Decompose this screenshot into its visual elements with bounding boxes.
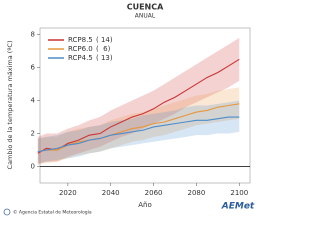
x-tick-label: 2060 [145,189,163,197]
legend-label: RCP8.5 [68,36,93,44]
logo: AEMet [221,202,255,212]
page: {"chart_data": {"type": "line", "title":… [3,2,255,216]
y-axis-label: Cambio de la temperatura máxima (ºC) [6,41,14,170]
series-line [37,58,240,154]
y-tick-label: 6 [31,64,36,72]
footer-icon [3,208,11,216]
x-axis-label: Año [138,201,152,209]
legend-label: RCP4.5 [68,54,93,62]
x-tick-label: 2100 [230,189,248,197]
x-tick-label: 2080 [188,189,206,197]
band [37,87,240,164]
y-tick-label: 4 [31,97,36,105]
y-tick-label: 8 [31,31,35,39]
y-tick-label: 2 [31,130,35,138]
band [37,100,240,164]
legend-label: RCP6.0 [68,45,93,53]
y-tick-label: 0 [31,163,35,171]
legend-count: ( 14) [96,36,113,44]
plot-frame [39,27,251,184]
x-tick-label: 2040 [102,189,120,197]
legend-count: ( 6) [96,45,111,53]
chart-title: CUENCA [127,3,164,12]
band [37,37,240,165]
chart: CUENCA ANUAL Año Cambio de la temperatur… [3,3,255,216]
series-line [37,116,240,153]
chart-subtitle: ANUAL [135,13,156,20]
footer: © Agencia Estatal de Meteorología [13,209,92,216]
x-tick-label: 2020 [59,189,77,197]
legend-count: ( 13) [96,54,113,62]
